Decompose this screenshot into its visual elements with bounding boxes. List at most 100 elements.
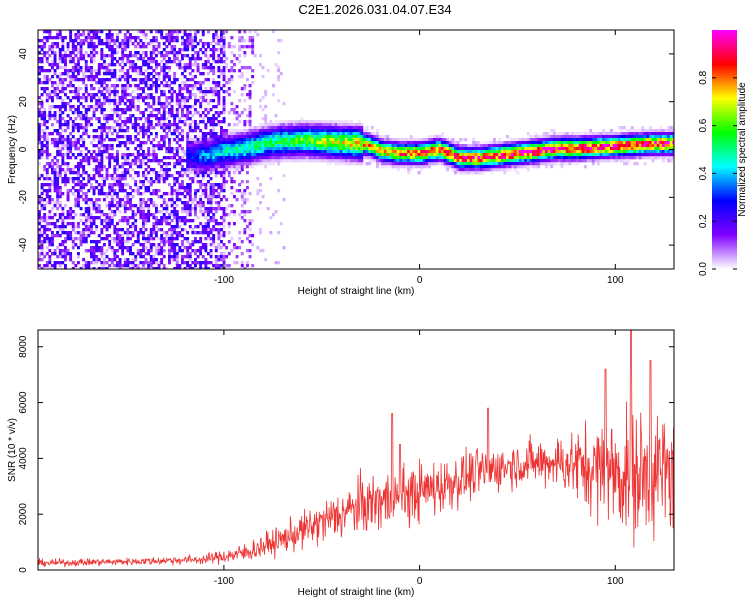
- spectrogram-cell: [490, 162, 494, 166]
- spectrogram-cell: [233, 153, 236, 157]
- spectrogram-cell: [82, 183, 86, 187]
- spectrogram-cell: [305, 144, 309, 148]
- spectrogram-cell: [48, 69, 52, 73]
- spectrogram-cell: [116, 135, 119, 139]
- spectrogram-cell: [196, 147, 200, 151]
- spectrogram-cell: [438, 150, 442, 154]
- spectrogram-cell: [199, 180, 203, 184]
- spectrogram-cell: [173, 183, 177, 187]
- spectrogram-cell: [40, 267, 44, 269]
- spectrogram-cell: [238, 156, 242, 160]
- spectrogram-cell: [160, 261, 164, 265]
- spectrogram-cell: [92, 45, 96, 49]
- spectrogram-cell: [188, 30, 192, 34]
- spectrogram-cell: [123, 207, 127, 211]
- spectrogram-cell: [168, 213, 171, 217]
- spectrogram-cell: [71, 66, 75, 70]
- spectrogram-cell: [238, 39, 242, 43]
- spectrogram-cell: [438, 159, 442, 163]
- spectrogram-cell: [243, 210, 247, 214]
- spectrogram-cell: [51, 168, 54, 172]
- spectrogram-cell: [209, 201, 213, 205]
- spectrogram-cell: [152, 96, 156, 100]
- spectrogram-cell: [108, 156, 112, 160]
- spectrogram-cell: [155, 234, 158, 238]
- spectrogram-cell: [243, 219, 247, 223]
- spectrogram-cell: [220, 234, 223, 238]
- spectrogram-cell: [487, 147, 491, 151]
- spectrogram-cell: [339, 150, 343, 154]
- spectrogram-cell: [170, 87, 174, 91]
- spectrogram-cell: [381, 159, 385, 163]
- spectrogram-cell: [66, 54, 70, 58]
- spectrogram-cell: [131, 126, 135, 130]
- spectrogram-cell: [474, 159, 478, 163]
- spectrogram-cell: [56, 171, 60, 175]
- spectrogram-cell: [240, 132, 244, 136]
- spectrogram-cell: [103, 258, 106, 262]
- spectrogram-cell: [126, 237, 130, 241]
- spectrogram-cell: [155, 45, 158, 49]
- spectrogram-cell: [282, 147, 286, 151]
- spectrogram-cell: [526, 147, 530, 151]
- spectrogram-cell: [74, 108, 78, 112]
- spectrogram-cell: [142, 180, 145, 184]
- spectrogram-cell: [103, 102, 106, 106]
- spectrogram-cell: [82, 72, 86, 76]
- spectrogram-cell: [58, 234, 62, 238]
- spectrogram-cell: [194, 261, 197, 265]
- spectrogram-cell: [251, 69, 255, 73]
- spectrogram-cell: [142, 171, 145, 175]
- spectrogram-cell: [155, 171, 158, 175]
- spectrogram-cell: [347, 147, 351, 151]
- spectrogram-cell: [516, 141, 520, 145]
- spectrogram-cell: [186, 84, 190, 88]
- spectrogram-cell: [61, 147, 65, 151]
- spectrogram-cell: [45, 57, 49, 61]
- spectrogram-cell: [178, 30, 182, 34]
- spectrogram-cell: [464, 168, 468, 172]
- spectrogram-cell: [225, 150, 229, 154]
- spectrogram-cell: [272, 138, 275, 142]
- spectrogram-cell: [381, 138, 385, 142]
- spectrogram-cell: [45, 138, 49, 142]
- spectrogram-cell: [87, 213, 91, 217]
- spectrogram-cell: [95, 129, 99, 133]
- spectrogram-cell: [386, 138, 390, 142]
- spectrogram-cell: [308, 153, 312, 157]
- spectrogram-cell: [513, 165, 517, 169]
- spectrogram-cell: [344, 159, 348, 163]
- spectrogram-cell: [357, 156, 361, 160]
- spectrogram-cell: [170, 45, 174, 49]
- spectrogram-cell: [339, 153, 343, 157]
- spectrogram-cell: [222, 252, 226, 256]
- spectrogram-cell: [331, 129, 335, 133]
- spectrogram-cell: [136, 87, 140, 91]
- spectrogram-cell: [92, 168, 96, 172]
- spectrogram-cell: [305, 153, 309, 157]
- spectrogram-cell: [516, 171, 520, 175]
- spectrogram-cell: [152, 51, 156, 55]
- spectrogram-cell: [199, 198, 203, 202]
- spectrogram-cell: [121, 198, 125, 202]
- spectrogram-cell: [196, 249, 200, 253]
- spectrogram-cell: [53, 156, 57, 160]
- spectrogram-cell: [435, 150, 439, 154]
- spectrogram-cell: [513, 141, 517, 145]
- spectrogram-cell: [136, 108, 140, 112]
- spectrogram-cell: [435, 147, 439, 151]
- spectrogram-cell: [74, 69, 78, 73]
- spectrogram-cell: [61, 117, 65, 121]
- spectrogram-cell: [105, 66, 109, 70]
- spectrogram-cell: [79, 66, 83, 70]
- spectrogram-cell: [521, 162, 525, 166]
- spectrogram-cell: [305, 159, 309, 163]
- spectrogram-cell: [178, 132, 182, 136]
- spectrogram-cell: [97, 69, 101, 73]
- spectrogram-cell: [217, 192, 221, 196]
- spectrogram-cell: [204, 150, 208, 154]
- spectrogram-cell: [186, 138, 190, 142]
- spectrogram-cell: [84, 90, 88, 94]
- spectrogram-cell: [246, 45, 249, 49]
- spectrogram-cell: [201, 99, 205, 103]
